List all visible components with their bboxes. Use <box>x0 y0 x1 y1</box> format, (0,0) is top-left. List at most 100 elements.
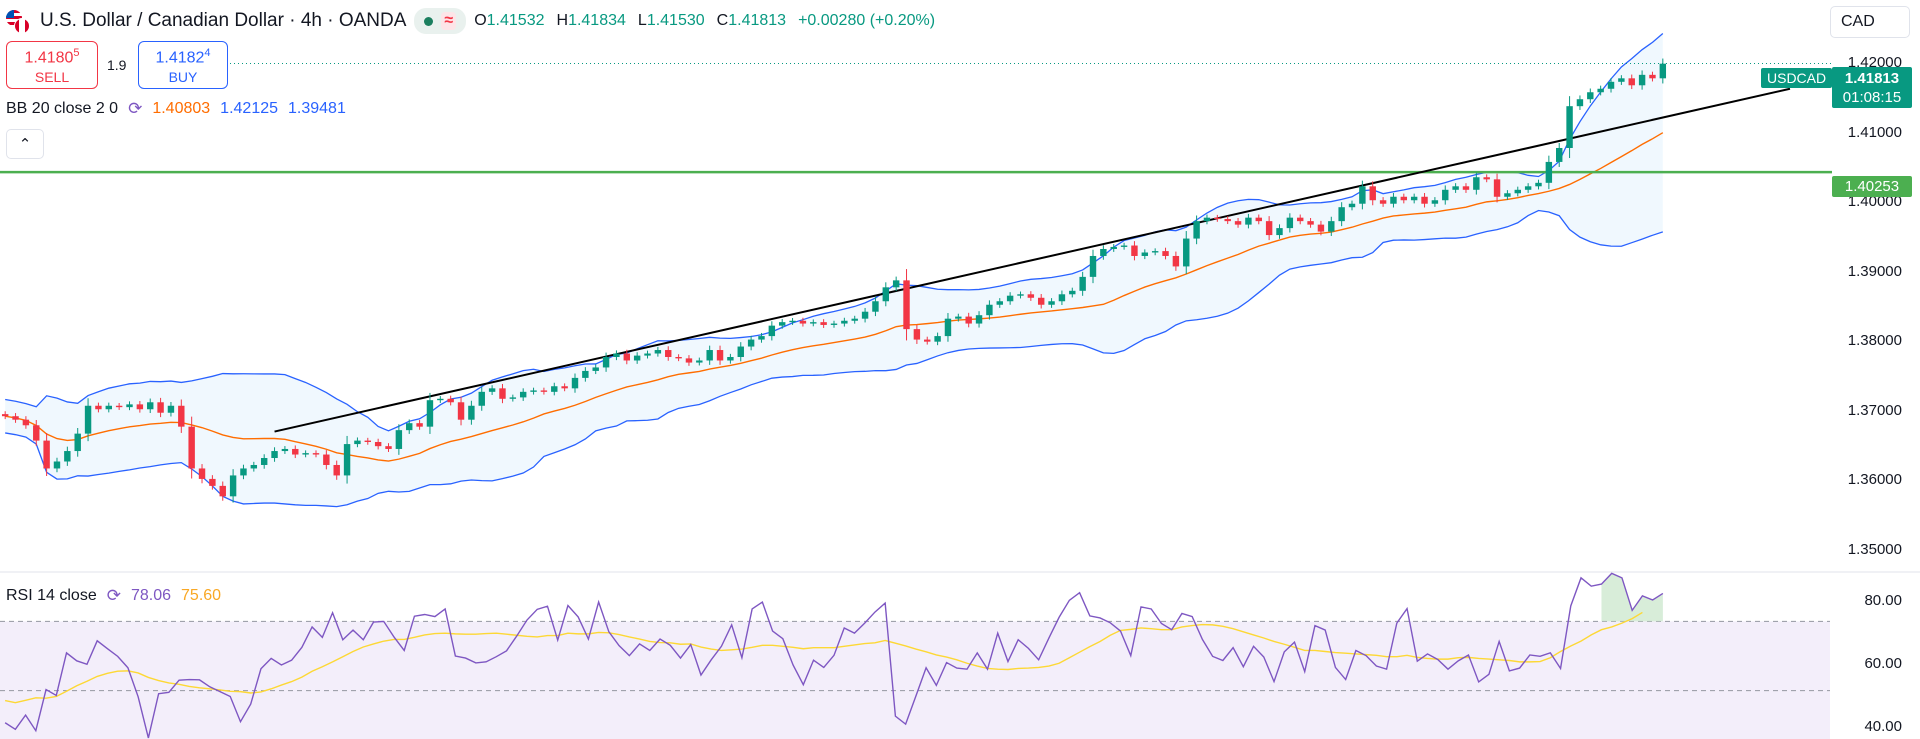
candle-body <box>95 405 102 410</box>
candle-body <box>1587 92 1594 100</box>
market-open-dot-icon <box>424 16 434 26</box>
candle-body <box>385 446 392 449</box>
candle-body <box>1317 224 1325 232</box>
candle-body <box>1162 251 1169 256</box>
rsi-overbought-fill <box>1601 573 1663 622</box>
bb-upper-line <box>5 33 1664 432</box>
candle-body <box>12 416 19 420</box>
rsi-cycle-icon[interactable]: ⟳ <box>106 586 121 605</box>
candle-body <box>167 405 175 413</box>
candle-body <box>1410 196 1418 201</box>
rsi-axis-label: 80.00 <box>1864 592 1902 609</box>
candle-body <box>861 311 869 319</box>
candle-body <box>685 358 693 363</box>
sell-button[interactable]: 1.41805 SELL <box>6 41 98 89</box>
candle-body <box>1141 252 1149 256</box>
candle-body <box>198 468 206 479</box>
candle-body <box>1 414 9 417</box>
candle-body <box>1224 219 1231 222</box>
candle-body <box>582 370 589 378</box>
candle-body <box>426 400 434 427</box>
candle-body <box>675 356 682 359</box>
candle-body <box>364 440 372 442</box>
candle-body <box>903 280 910 330</box>
candle-body <box>892 280 900 288</box>
candle-body <box>64 451 71 462</box>
candle-body <box>147 402 154 410</box>
candle-body <box>706 350 713 361</box>
candle-body <box>1307 221 1314 225</box>
candle-body <box>1089 255 1097 277</box>
candle-body <box>1524 186 1532 190</box>
candle-body <box>1514 189 1521 194</box>
buy-label: BUY <box>168 68 198 85</box>
candle-body <box>1462 186 1470 190</box>
candle-body <box>1006 295 1014 302</box>
candle-body <box>1348 203 1356 208</box>
candle-body <box>281 448 289 452</box>
candle-body <box>882 287 890 302</box>
candle-body <box>872 301 879 312</box>
spread-value: 1.9 <box>107 57 127 73</box>
candle-body <box>343 444 351 476</box>
candle-body <box>768 325 776 337</box>
candle-body <box>1234 221 1242 225</box>
horizontal-level-tag: 1.40253 <box>1832 176 1912 197</box>
candle-body <box>851 318 858 321</box>
candle-body <box>33 425 40 441</box>
candle-body <box>260 458 268 465</box>
candle-body <box>499 388 506 399</box>
candle-body <box>84 405 92 434</box>
candle-body <box>22 419 30 426</box>
candle-body <box>157 402 164 413</box>
candle-body <box>1203 217 1211 222</box>
candle-body <box>841 320 848 324</box>
symbol-badge: USDCAD <box>1761 68 1833 88</box>
bb-upper-value: 1.42125 <box>220 100 279 117</box>
candle-body <box>1276 228 1283 236</box>
candle-body <box>105 405 112 410</box>
price-axis-label: 1.37000 <box>1847 402 1902 419</box>
candle-body <box>74 433 81 452</box>
price-axis-label: 1.35000 <box>1847 541 1902 558</box>
candle-body <box>354 440 361 445</box>
rsi-legend[interactable]: RSI 14 close ⟳ 78.06 75.60 <box>6 586 221 606</box>
candle-body <box>944 318 952 337</box>
price-axis-label: 1.39000 <box>1847 263 1902 280</box>
candle-body <box>665 350 672 357</box>
bb-legend[interactable]: BB 20 close 2 0 ⟳ 1.40803 1.42125 1.3948… <box>6 99 346 119</box>
rsi-axis-label: 60.00 <box>1864 655 1902 672</box>
cycle-icon[interactable]: ⟳ <box>128 99 143 118</box>
candle-body <box>1421 196 1428 204</box>
candle-body <box>1442 189 1449 201</box>
candle-body <box>478 391 485 406</box>
candle-body <box>1597 88 1604 93</box>
candle-body <box>633 355 641 361</box>
candle-body <box>1369 186 1376 201</box>
candle-body <box>1556 147 1563 162</box>
sell-price-pip: 5 <box>73 47 80 60</box>
candle-body <box>1110 246 1117 250</box>
candle-body <box>1193 221 1200 239</box>
chevron-up-icon: ⌃ <box>18 136 32 153</box>
trendline <box>274 87 1791 433</box>
bb-lower-value: 1.39481 <box>288 100 346 117</box>
currency-select[interactable]: CAD <box>1830 6 1910 38</box>
us-ca-flag-icon <box>6 10 32 34</box>
candle-body <box>333 464 340 476</box>
candle-body <box>820 322 827 325</box>
bb-name[interactable]: BB 20 close 2 0 <box>6 100 119 117</box>
price-axis-label: 1.36000 <box>1847 471 1902 488</box>
candle-body <box>696 360 703 363</box>
candle-body <box>789 320 796 323</box>
candle-body <box>53 461 61 469</box>
rsi-axis-label: 40.00 <box>1864 718 1902 735</box>
candle-body <box>1618 78 1625 82</box>
buy-button[interactable]: 1.41824 BUY <box>138 41 228 89</box>
rsi-name[interactable]: RSI 14 close <box>6 587 97 604</box>
buy-price-pip: 4 <box>204 47 211 60</box>
market-status-pill[interactable]: ≈ <box>414 8 467 34</box>
collapse-legend-button[interactable]: ⌃ <box>6 129 44 159</box>
symbol-title[interactable]: U.S. Dollar / Canadian Dollar · 4h · OAN… <box>40 10 407 31</box>
